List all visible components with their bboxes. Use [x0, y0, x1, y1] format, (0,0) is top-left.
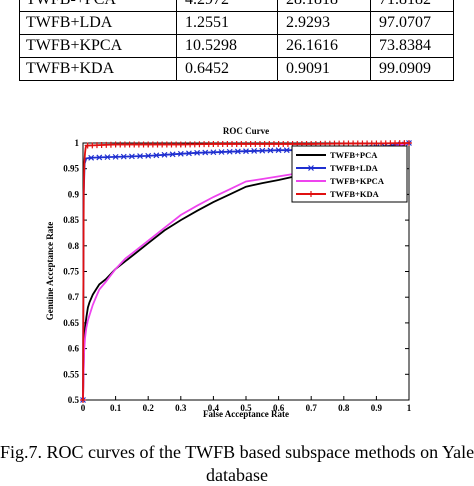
legend-label: TWFB+KDA — [330, 189, 380, 199]
y-axis-label: Genuine Acceptance Rate — [45, 222, 55, 320]
data-point — [120, 153, 127, 160]
data-point — [194, 149, 201, 156]
data-point — [80, 397, 86, 403]
data-point — [161, 151, 168, 158]
method-cell: TWFB+LDA — [19, 11, 177, 35]
y-tick-label: 0.95 — [63, 164, 79, 174]
x-tick-label: 0.2 — [143, 403, 155, 413]
data-point — [251, 148, 258, 154]
table-row: TWFB+KDA 0.6452 0.9091 99.0909 — [19, 57, 454, 81]
data-point — [259, 147, 266, 154]
data-point — [283, 147, 290, 154]
data-point — [243, 148, 249, 155]
data-point — [104, 154, 111, 161]
data-point — [88, 154, 95, 161]
results-table: TWFB-+PCA4.297228.181871.8182TWFB+LDA1.2… — [19, 0, 454, 81]
value-cell: 4.2972 — [176, 0, 278, 12]
y-tick-label: 0.9 — [68, 189, 80, 199]
method-cell: TWFB-+PCA — [19, 0, 177, 12]
value-cell: 97.0707 — [370, 11, 454, 35]
data-point — [186, 150, 192, 157]
y-tick-label: 0.5 — [68, 395, 80, 405]
figure-caption: Fig.7. ROC curves of the TWFB based subs… — [0, 442, 474, 462]
data-point — [308, 191, 314, 197]
data-point — [202, 149, 209, 156]
table-row: TWFB-+PCA4.297228.181871.8182 — [19, 0, 454, 12]
table-row: TWFB+LDA 1.2551 2.9293 97.0707 — [19, 11, 454, 35]
chart-title: ROC Curve — [223, 126, 269, 136]
y-tick-label: 1 — [75, 138, 80, 148]
data-point — [267, 147, 274, 154]
x-tick-label: 0.9 — [371, 403, 383, 413]
y-tick-label: 0.65 — [63, 318, 79, 328]
value-cell: 2.9293 — [277, 11, 371, 35]
value-cell: 1.2551 — [176, 11, 278, 35]
legend-item: TWFB+KPCA — [296, 176, 385, 186]
value-cell: 28.1818 — [277, 0, 371, 12]
value-cell: 0.6452 — [176, 57, 278, 81]
legend-item: TWFB+LDA — [296, 163, 379, 173]
y-tick-label: 0.85 — [63, 215, 79, 225]
legend-label: TWFB+PCA — [330, 150, 378, 160]
value-cell: 71.8182 — [370, 0, 454, 12]
data-point — [96, 154, 103, 161]
figure-caption-line2: database — [206, 465, 268, 485]
legend-label: TWFB+LDA — [330, 163, 379, 173]
x-tick-label: 0.4 — [208, 403, 220, 413]
data-point — [137, 153, 143, 160]
data-point — [128, 153, 135, 160]
data-point — [275, 147, 282, 154]
value-cell: 10.5298 — [176, 34, 278, 58]
y-tick-label: 0.55 — [63, 369, 79, 379]
y-tick-label: 0.75 — [63, 267, 79, 277]
x-tick-label: 0.8 — [338, 403, 350, 413]
value-cell: 99.0909 — [370, 57, 454, 81]
data-point — [226, 148, 233, 155]
value-cell: 26.1616 — [277, 34, 371, 58]
data-point — [145, 152, 152, 159]
x-axis-label: False Acceptance Rate — [203, 409, 289, 419]
data-point — [177, 150, 184, 157]
y-tick-label: 0.7 — [68, 292, 80, 302]
data-point — [218, 149, 225, 155]
data-point — [234, 148, 241, 155]
legend-item: TWFB+PCA — [296, 150, 378, 160]
x-tick-label: 0 — [81, 403, 86, 413]
legend-label: TWFB+KPCA — [330, 176, 385, 186]
data-point — [112, 153, 119, 160]
data-point — [153, 152, 160, 159]
x-tick-label: 0.5 — [240, 403, 252, 413]
x-tick-label: 0.6 — [273, 403, 285, 413]
legend-item: TWFB+KDA — [296, 189, 380, 199]
data-point — [406, 140, 412, 146]
x-tick-label: 1 — [407, 403, 412, 413]
method-cell: TWFB+KPCA — [19, 34, 177, 58]
value-cell: 73.8384 — [370, 34, 454, 58]
x-tick-label: 0.3 — [175, 403, 187, 413]
y-tick-label: 0.6 — [68, 344, 80, 354]
value-cell: 0.9091 — [277, 57, 371, 81]
chart-legend: TWFB+PCA TWFB+LDA TWFB+KPCA TWFB+KDA — [291, 145, 408, 203]
roc-chart: ROC Curve False Acceptance Rate Genuine … — [45, 126, 412, 419]
x-tick-label: 0.7 — [306, 403, 318, 413]
x-tick-label: 0.1 — [110, 403, 122, 413]
y-tick-label: 0.8 — [68, 241, 80, 251]
table-body: TWFB-+PCA4.297228.181871.8182TWFB+LDA1.2… — [19, 0, 454, 81]
table-row: TWFB+KPCA 10.5298 26.1616 73.8384 — [19, 34, 454, 58]
data-point — [308, 165, 314, 171]
data-point — [169, 151, 176, 158]
data-point — [210, 149, 217, 156]
method-cell: TWFB+KDA — [19, 57, 177, 81]
